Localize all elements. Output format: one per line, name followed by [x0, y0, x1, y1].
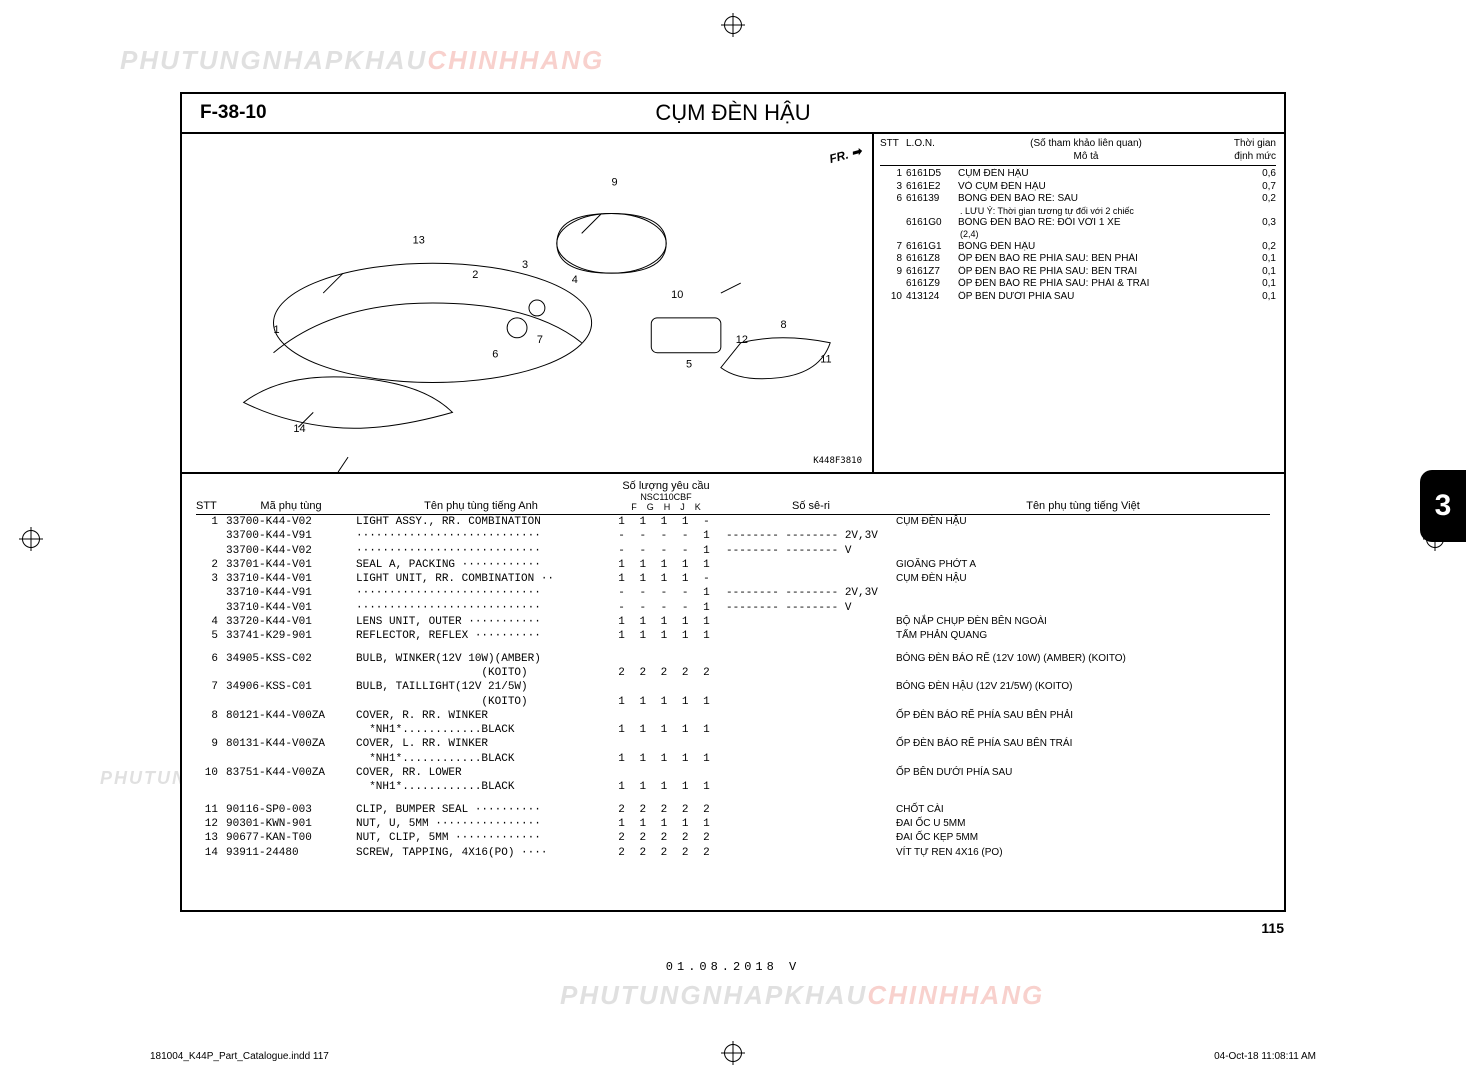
- parts-header: STT Mã phụ tùng Tên phụ tùng tiếng Anh S…: [196, 480, 1270, 515]
- reg-mark: [724, 1044, 742, 1062]
- parts-row: 33700-K44-V91···························…: [196, 529, 1270, 543]
- parts-row: (KOITO)2 2 2 2 2: [196, 666, 1270, 680]
- section-title: CỤM ĐÈN HẬU: [442, 100, 1284, 126]
- col-qty: Số lượng yêu cầu NSC110CBF FGHJK: [606, 480, 726, 512]
- upper-panel: FR. ➡ 1 2: [182, 134, 1284, 474]
- col-name-en: Tên phụ tùng tiếng Anh: [356, 500, 606, 512]
- ref-row: 76161G1BÓNG ĐÈN HẬU0,2: [880, 241, 1276, 254]
- ref-note: (2,4): [880, 229, 1276, 240]
- section-code: F-38-10: [182, 102, 442, 124]
- parts-row: 233701-K44-V01SEAL A, PACKING ··········…: [196, 558, 1270, 572]
- svg-text:12: 12: [736, 334, 748, 346]
- parts-row: 33710-K44-V91···························…: [196, 586, 1270, 600]
- svg-text:4: 4: [572, 274, 578, 286]
- ref-col-lon: L.O.N.: [906, 138, 958, 163]
- svg-text:3: 3: [522, 259, 528, 271]
- reg-mark: [22, 530, 40, 548]
- parts-row: *NH1*............BLACK1 1 1 1 1: [196, 752, 1270, 766]
- parts-row: 734906-KSS-C01BULB, TAILLIGHT(12V 21/5W)…: [196, 680, 1270, 694]
- ref-row: 96161Z7ỐP ĐÈN BÁO RẼ PHÍA SAU: BÊN TRÁI0…: [880, 266, 1276, 279]
- col-partnum: Mã phụ tùng: [226, 500, 356, 512]
- parts-row: 133700-K44-V02LIGHT ASSY., RR. COMBINATI…: [196, 515, 1270, 529]
- reg-mark: [724, 16, 742, 34]
- svg-text:8: 8: [781, 319, 787, 331]
- parts-row: 33700-K44-V02···························…: [196, 544, 1270, 558]
- ref-col-time: Thời gian định mức: [1214, 138, 1276, 163]
- svg-text:7: 7: [537, 334, 543, 346]
- parts-row: 634905-KSS-C02BULB, WINKER(12V 10W)(AMBE…: [196, 652, 1270, 666]
- parts-row: 1390677-KAN-T00NUT, CLIP, 5MM ··········…: [196, 831, 1270, 845]
- svg-text:1: 1: [274, 324, 280, 336]
- col-stt: STT: [196, 500, 226, 512]
- footer-date: 01.08.2018 V: [666, 960, 800, 974]
- parts-row: 433720-K44-V01LENS UNIT, OUTER ·········…: [196, 615, 1270, 629]
- svg-text:5: 5: [686, 359, 692, 371]
- section-tab: 3: [1420, 470, 1466, 542]
- svg-text:2: 2: [472, 269, 478, 281]
- parts-row: 1083751-K44-V00ZACOVER, RR. LOWERỐP BÊN …: [196, 766, 1270, 780]
- footer-filename: 181004_K44P_Part_Catalogue.indd 117: [150, 1051, 329, 1062]
- ref-row: 10413124ỐP BÊN DƯỚI PHÍA SAU0,1: [880, 291, 1276, 304]
- parts-row: *NH1*............BLACK1 1 1 1 1: [196, 780, 1270, 794]
- col-serial: Số sê-ri: [726, 500, 896, 512]
- ref-note: . LƯU Ý: Thời gian tương tự đối với 2 ch…: [880, 206, 1276, 217]
- svg-text:11: 11: [820, 354, 831, 366]
- ref-row: 16161D5CỤM ĐÈN HẬU0,6: [880, 168, 1276, 181]
- parts-row: 1493911-24480SCREW, TAPPING, 4X16(PO) ··…: [196, 846, 1270, 860]
- parts-row: *NH1*............BLACK1 1 1 1 1: [196, 723, 1270, 737]
- reference-panel: STT L.O.N. (Số tham khảo liên quan) Mô t…: [874, 134, 1284, 472]
- ref-row: 6161Z9ỐP ĐÈN BÁO RẼ PHÍA SAU: PHẢI & TRÁ…: [880, 278, 1276, 291]
- parts-row: 980131-K44-V00ZACOVER, L. RR. WINKERỐP Đ…: [196, 737, 1270, 751]
- ref-col-stt: STT: [880, 138, 906, 163]
- svg-text:14: 14: [293, 423, 305, 435]
- ref-row: 86161Z8ỐP ĐÈN BÁO RẼ PHÍA SAU: BÊN PHẢI0…: [880, 253, 1276, 266]
- watermark: PHUTUNGNHAPKHAUCHINHHANG: [120, 45, 604, 76]
- parts-row: 333710-K44-V01LIGHT UNIT, RR. COMBINATIO…: [196, 572, 1270, 586]
- col-name-vi: Tên phụ tùng tiếng Việt: [896, 500, 1270, 512]
- parts-row: 533741-K29-901REFLECTOR, REFLEX ········…: [196, 629, 1270, 643]
- svg-text:6: 6: [492, 349, 498, 361]
- svg-text:9: 9: [612, 177, 618, 189]
- exploded-diagram: FR. ➡ 1 2: [182, 134, 874, 472]
- ref-col-desc: (Số tham khảo liên quan) Mô tả: [958, 138, 1214, 163]
- diagram-id: K448F3810: [813, 456, 862, 466]
- ref-header: STT L.O.N. (Số tham khảo liên quan) Mô t…: [880, 138, 1276, 166]
- page-frame: F-38-10 CỤM ĐÈN HẬU FR. ➡: [180, 92, 1286, 912]
- footer-timestamp: 04-Oct-18 11:08:11 AM: [1214, 1051, 1316, 1062]
- ref-row: 36161E2VỎ CỤM ĐÈN HẬU0,7: [880, 181, 1276, 194]
- parts-row: 880121-K44-V00ZACOVER, R. RR. WINKERỐP Đ…: [196, 709, 1270, 723]
- page-number: 115: [1261, 920, 1284, 936]
- watermark: PHUTUNGNHAPKHAUCHINHHANG: [560, 980, 1044, 1011]
- parts-row: (KOITO)1 1 1 1 1: [196, 695, 1270, 709]
- parts-row: 33710-K44-V01···························…: [196, 601, 1270, 615]
- svg-text:10: 10: [671, 289, 683, 301]
- parts-row: 1190116-SP0-003CLIP, BUMPER SEAL ·······…: [196, 803, 1270, 817]
- parts-row: 1290301-KWN-901NUT, U, 5MM ·············…: [196, 817, 1270, 831]
- parts-table: STT Mã phụ tùng Tên phụ tùng tiếng Anh S…: [182, 474, 1284, 860]
- svg-text:13: 13: [413, 234, 425, 246]
- ref-row: 6616139BÓNG ĐÈN BÁO RẼ: SAU0,2: [880, 193, 1276, 206]
- ref-row: 6161G0BÓNG ĐÈN BÁO RẼ: ĐỐI VỚI 1 XE0,3: [880, 217, 1276, 230]
- title-row: F-38-10 CỤM ĐÈN HẬU: [182, 94, 1284, 134]
